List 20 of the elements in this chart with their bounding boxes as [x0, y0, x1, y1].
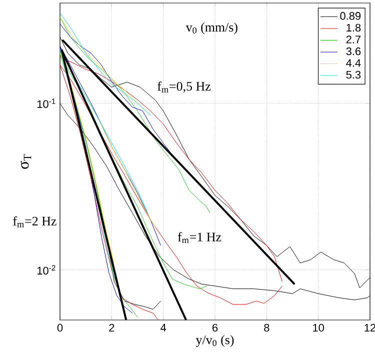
x-tick-label: 10: [313, 324, 324, 332]
y-axis-title: σ$_{T}$: [20, 154, 32, 169]
text: f$_{m}$=2 Hz: [13, 216, 56, 228]
legend-label: 5.3: [346, 70, 361, 79]
annotation: f$_{m}$=0,5 Hz: [158, 81, 210, 93]
x-axis-title: y/v$_{0}$ (s): [196, 335, 234, 347]
x-tick-label: 8: [264, 324, 270, 332]
legend-label: 3.6: [346, 47, 361, 56]
x-tick-label: 4: [160, 324, 166, 332]
x-tick-label: 2: [109, 324, 114, 332]
legend-label: 0.89: [340, 12, 361, 20]
annotation: f$_{m}$=1 Hz: [178, 232, 222, 244]
legend-label: 2.7: [346, 36, 361, 44]
y-tick-label: 10$^{-1}$: [37, 98, 56, 108]
legend-title: v$_{0}$ (mm/s): [186, 22, 238, 34]
legend-label: 1.8: [346, 24, 361, 32]
x-tick-label: 6: [212, 324, 218, 332]
y-tick-label: 10$^{-2}$: [37, 265, 56, 275]
legend-label: 4.4: [346, 59, 361, 67]
x-tick-label: 0: [57, 324, 63, 332]
